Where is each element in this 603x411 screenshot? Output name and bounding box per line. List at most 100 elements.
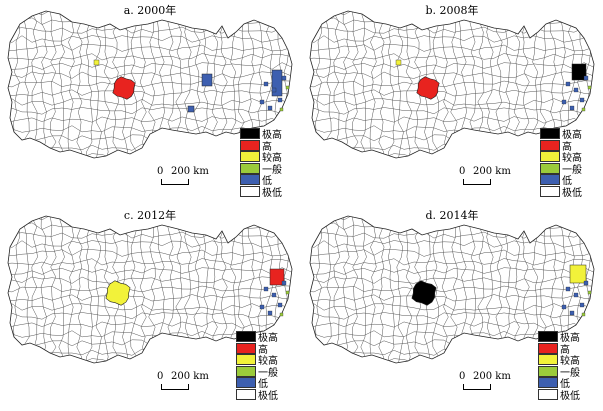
scale-zero: 0 [157,166,164,177]
legend-item: 极高 [240,128,282,141]
legend-swatch [236,342,256,354]
legend-label: 极高 [562,130,582,142]
legend-swatch [236,331,256,343]
average-county [587,85,592,90]
yellow-county [93,59,100,66]
average-county [581,312,586,317]
eastern-cluster-region [271,69,283,97]
scale-label: 200 km [171,166,209,177]
legend-swatch [538,331,558,343]
legend-item: 较高 [240,151,282,165]
legend-swatch [236,354,256,366]
legend-label: 极低 [262,187,282,199]
panel-title: a. 2000年 [123,4,177,17]
average-county [285,290,290,295]
low-county [263,286,269,292]
legend-swatch [540,151,560,163]
legend-item: 极高 [538,331,580,344]
legend-item: 一般 [540,162,582,176]
scale-line [463,179,491,185]
legend-label: 极低 [258,390,278,402]
legend-label: 较高 [258,356,278,368]
scale-zero: 0 [157,371,164,382]
legend-item: 低 [538,377,580,391]
legend-label: 低 [560,379,570,391]
legend: 极高高较高 一般低极低 [240,128,282,199]
map-panel-2012: c. 2012年 极高高较高 一般低极低 0 200 km [2,207,298,411]
scale-label: 200 km [473,371,511,382]
average-county [279,312,284,317]
low-county [271,87,277,93]
low-county [267,310,273,316]
low-county [277,302,283,308]
scale-line [161,384,189,390]
legend-label: 低 [258,379,268,391]
legend-label: 较高 [262,153,282,165]
legend: 极高高较高 一般低极低 [236,331,278,402]
region-map [309,215,595,364]
legend-swatch [538,388,558,400]
county-boundaries [8,11,292,158]
scale-zero: 0 [459,166,466,177]
legend: 极高高较高 一般低极低 [540,128,582,199]
low-county [579,97,585,103]
legend-item: 高 [538,342,580,356]
legend-label: 高 [262,141,272,153]
panel-title: c. 2012年 [123,209,177,222]
legend-swatch [540,185,560,197]
low-county [259,99,265,105]
eastern-cluster-region [269,268,285,286]
legend-swatch [540,174,560,186]
legend-item: 低 [240,174,282,188]
low-county [569,105,575,111]
low-county [267,105,273,111]
eastern-cluster-region [187,105,195,113]
region-map [7,10,293,159]
region-outline [7,10,293,159]
legend-item: 高 [240,139,282,153]
average-county [581,107,586,112]
legend: 极高高较高 一般低极低 [538,331,580,402]
low-county [259,304,265,310]
yellow-county [395,59,402,66]
legend-item: 较高 [538,354,580,368]
legend-item: 较高 [540,151,582,164]
legend-swatch [240,174,260,186]
low-county [573,292,579,298]
legend-label: 一般 [258,367,278,379]
scale-line [463,384,491,390]
legend-item: 极低 [236,388,278,402]
legend-swatch [540,128,560,140]
low-county [561,304,567,310]
low-county [583,280,589,286]
low-county [561,99,567,105]
low-county [573,87,579,93]
legend-label: 低 [262,176,272,188]
legend-swatch [538,377,558,389]
legend-swatch [240,185,260,197]
legend-swatch [236,377,256,389]
scale-label: 200 km [171,371,209,382]
legend-item: 极低 [540,185,582,199]
low-county [281,280,287,286]
legend-item: 低 [540,174,582,187]
legend-item: 一般 [240,162,282,176]
legend-swatch [538,354,558,366]
legend-item: 高 [540,139,582,153]
legend-label: 一般 [560,367,580,379]
map-panel-2008: b. 2008年 极高高较高 一般低极低 0 200 km [304,2,600,206]
legend-swatch [240,162,260,174]
low-county [281,75,287,81]
low-county [579,302,585,308]
legend-item: 极低 [538,388,580,402]
legend-swatch [538,342,558,354]
core-city-region [105,280,131,306]
legend-label: 较高 [560,356,580,368]
eastern-cluster-region [201,73,213,87]
eastern-cluster-region [571,63,587,81]
legend-item: 低 [236,377,278,391]
legend-label: 高 [562,141,572,153]
core-city-region [411,280,437,306]
panel-title: b. 2008年 [425,4,479,17]
legend-item: 一般 [236,365,278,379]
